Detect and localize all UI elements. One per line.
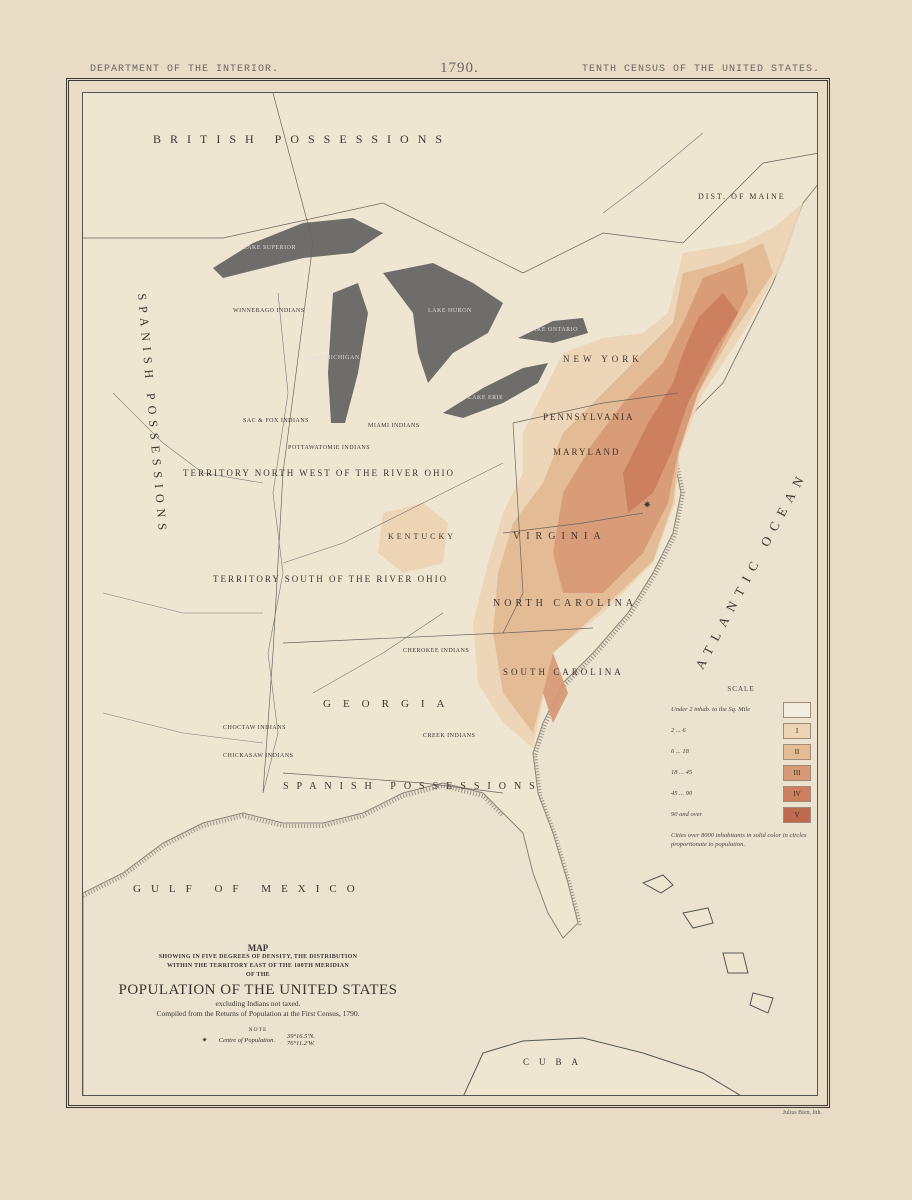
label-lake-erie: LAKE ERIE <box>468 395 504 401</box>
legend-row: 90 and over V <box>671 804 811 825</box>
coast-hachure <box>532 427 686 926</box>
legend-row: 18 ... 45 III <box>671 762 811 783</box>
label-tribe: WINNEBAGO INDIANS <box>233 308 305 314</box>
legend-title: SCALE <box>727 685 755 693</box>
label-lake-michigan: LAKE MICHIGAN <box>305 355 360 361</box>
legend-swatch: IV <box>783 785 811 802</box>
map-frame <box>66 78 830 1108</box>
lake-ontario <box>518 318 588 343</box>
centre-star-icon: ✷ <box>201 1037 207 1044</box>
label-tribe: SAC & FOX INDIANS <box>243 418 310 424</box>
bahamas <box>641 874 774 1014</box>
centre-label: Centre of Population. <box>218 1036 275 1044</box>
note-label: NOTE <box>248 1027 268 1033</box>
header-census: TENTH CENSUS OF THE UNITED STATES. <box>581 64 820 75</box>
title-block: MAP SHOWING IN FIVE DEGREES OF DENSITY, … <box>83 943 433 1047</box>
label-maine: DIST. OF MAINE <box>698 192 786 201</box>
label-virginia: VIRGINIA <box>513 531 607 542</box>
title-compiled: Compiled from the Returns of Population … <box>156 1009 360 1018</box>
legend-swatch: I <box>783 722 811 739</box>
density-band-IV <box>623 293 738 513</box>
label-tribe: CHOCTAW INDIANS <box>223 725 286 731</box>
label-south-carolina: SOUTH CAROLINA <box>503 667 624 677</box>
label-british-possessions: BRITISH POSSESSIONS <box>153 132 452 146</box>
label-spanish-south: SPANISH POSSESSIONS <box>283 781 543 792</box>
label-north-carolina: NORTH CAROLINA <box>493 598 638 609</box>
legend-row: 6 ... 18 II <box>671 741 811 762</box>
label-tribe: CHEROKEE INDIANS <box>403 648 470 654</box>
label-cuba: CUBA <box>523 1057 589 1067</box>
legend-swatch: II <box>783 743 811 760</box>
legend-range: 90 and over <box>671 811 703 818</box>
boundaries <box>83 93 817 794</box>
label-nw-territory: TERRITORY NORTH WEST OF THE RIVER OHIO <box>183 468 455 478</box>
label-new-york: NEW YORK <box>563 354 643 364</box>
lithographer-credit: Julius Bien, lith. <box>782 1110 822 1116</box>
cuba-island <box>463 1037 741 1095</box>
legend-range: 2 ... 6 <box>671 727 686 734</box>
label-pennsylvania: PENNSYLVANIA <box>543 412 635 422</box>
map-area: ✷ BRITISH POSSESSIONS SPANISH POSSESSION… <box>82 92 818 1096</box>
label-tribe: CHICKASAW INDIANS <box>223 753 294 759</box>
centre-lon: 76°11.2'W. <box>286 1040 315 1047</box>
title-excluding: excluding Indians not taxed. <box>215 999 301 1008</box>
label-lake-huron: LAKE HURON <box>428 308 472 314</box>
header-department: DEPARTMENT OF THE INTERIOR. <box>90 64 280 75</box>
legend-swatch: III <box>783 764 811 781</box>
label-tribe: MIAMI INDIANS <box>368 423 420 429</box>
label-maryland: MARYLAND <box>553 447 621 457</box>
legend-row: 2 ... 6 I <box>671 720 811 741</box>
legend-range: Under 2 inhab. to the Sq. Mile <box>671 706 751 713</box>
legend-row: 45 ... 90 IV <box>671 783 811 804</box>
lake-huron <box>383 263 503 383</box>
centre-of-population-note: ✷ Centre of Population. 39°16.5'N. 76°11… <box>83 1033 433 1047</box>
legend-note: Cities over 8000 inhabitants in solid co… <box>671 832 807 848</box>
label-sw-territory: TERRITORY SOUTH OF THE RIVER OHIO <box>213 574 449 584</box>
legend: SCALE Under 2 inhab. to the Sq. Mile 2 .… <box>671 685 811 849</box>
map-drawing: ✷ <box>83 93 817 1095</box>
label-kentucky: KENTUCKY <box>388 532 456 541</box>
legend-range: 45 ... 90 <box>671 790 693 797</box>
legend-range: 6 ... 18 <box>671 748 689 755</box>
legend-row: Under 2 inhab. to the Sq. Mile <box>671 699 811 720</box>
label-georgia: GEORGIA <box>323 698 457 710</box>
label-gulf-of-mexico: GULF OF MEXICO <box>133 883 365 895</box>
title-sub2: WITHIN THE TERRITORY EAST OF THE 100TH M… <box>166 963 350 969</box>
lake-superior <box>213 218 383 278</box>
legend-range: 18 ... 45 <box>671 769 693 776</box>
lake-erie <box>443 363 548 418</box>
title-main: POPULATION OF THE UNITED STATES <box>118 982 398 998</box>
rivers <box>102 132 704 794</box>
density-band-I-kentucky <box>378 503 448 573</box>
title-map: MAP <box>247 943 269 953</box>
centre-lat: 39°16.5'N. <box>286 1033 315 1040</box>
label-tribe: CREEK INDIANS <box>423 733 476 739</box>
centre-of-population-icon: ✷ <box>643 500 651 511</box>
label-tribe: POTTAWATOMIE INDIANS <box>288 445 371 451</box>
label-lake-superior: LAKE SUPERIOR <box>243 245 297 251</box>
legend-swatch: V <box>783 806 811 823</box>
title-sub1: SHOWING IN FIVE DEGREES OF DENSITY, THE … <box>158 954 358 960</box>
header-year: 1790. <box>440 60 479 76</box>
legend-swatch <box>783 701 811 718</box>
lake-michigan <box>328 283 368 423</box>
label-lake-ontario: LAKE ONTARIO <box>528 327 579 333</box>
title-sub3: OF THE <box>246 972 270 978</box>
